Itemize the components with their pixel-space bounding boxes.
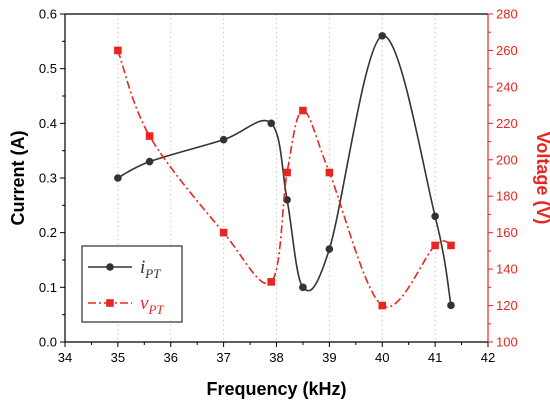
- y-right-tick-label: 140: [496, 262, 518, 277]
- x-tick-label: 39: [322, 350, 336, 365]
- voltage-data-point: [145, 132, 154, 140]
- voltage-data-point: [283, 168, 291, 177]
- current-data-point: [145, 157, 154, 166]
- current-data-point: [114, 174, 122, 182]
- voltage-data-point: [447, 241, 455, 250]
- voltage-data-point: [267, 278, 276, 286]
- y-left-tick-label: 0.2: [39, 225, 57, 240]
- current-data-point: [283, 196, 291, 204]
- x-tick-label: 35: [111, 350, 125, 365]
- y-left-tick-label: 0.6: [39, 7, 57, 22]
- y-right-tick-label: 280: [496, 7, 518, 22]
- current-data-point: [299, 283, 307, 292]
- y-right-tick-label: 240: [496, 79, 518, 94]
- y-left-tick-label: 0.3: [39, 171, 57, 186]
- y-right-tick-label: 220: [496, 116, 518, 131]
- voltage-series-line: [117, 50, 452, 308]
- current-data-point: [447, 301, 455, 310]
- legend-label-main: i: [140, 257, 145, 278]
- current-data-point: [267, 119, 276, 128]
- voltage-data-point: [378, 301, 387, 310]
- y-left-tick-label: 0.5: [39, 61, 57, 76]
- axes: 34 35 36 37 38 39 40 41 42 0.0 0.1 0.2 0.3 0.4 0.5 0.6 1…: [39, 7, 518, 366]
- legend-label-main: v: [140, 293, 149, 314]
- x-tick-label: 40: [375, 350, 389, 365]
- current-data-point: [378, 32, 387, 40]
- y-right-tick-label: 200: [496, 152, 518, 167]
- y-left-tick-label: 0.0: [39, 335, 57, 350]
- current-data-point: [431, 212, 439, 221]
- current-data-point: [219, 135, 228, 144]
- y-left-tick-label: 0.1: [39, 280, 57, 295]
- y-left-tick-label: 0.4: [39, 116, 57, 131]
- x-tick-label: 34: [58, 350, 72, 365]
- legend-marker: [106, 299, 114, 307]
- y-axis-right-title: Voltage (V): [533, 132, 550, 225]
- legend-label-subscript: PT: [144, 266, 161, 281]
- x-tick-label: 41: [428, 350, 442, 365]
- current-data-point: [325, 245, 334, 253]
- voltage-data-point: [114, 46, 122, 55]
- legend-label: iPT: [140, 257, 161, 281]
- legend-box: [81, 245, 183, 323]
- legend-label-subscript: PT: [147, 302, 164, 317]
- voltage-data-point: [299, 106, 307, 115]
- y-right-tick-label: 160: [496, 225, 518, 240]
- legend-label: vPT: [140, 293, 164, 317]
- y-axis-left-title: Current (A): [8, 131, 28, 226]
- x-tick-label: 38: [269, 350, 283, 365]
- grid: [117, 14, 436, 342]
- x-tick-label: 42: [481, 350, 495, 365]
- x-tick-label: 36: [164, 350, 178, 365]
- legend-marker: [106, 263, 114, 271]
- y-right-tick-label: 100: [496, 335, 518, 350]
- series-layer: [114, 32, 455, 310]
- x-tick-label: 37: [216, 350, 230, 365]
- y-right-tick-label: 180: [496, 189, 518, 204]
- voltage-data-point: [431, 241, 439, 250]
- voltage-data-point: [325, 168, 334, 177]
- y-right-tick-label: 120: [496, 298, 518, 313]
- x-axis-title: Frequency (kHz): [206, 379, 346, 399]
- y-right-tick-label: 260: [496, 43, 518, 58]
- voltage-data-point: [219, 228, 228, 237]
